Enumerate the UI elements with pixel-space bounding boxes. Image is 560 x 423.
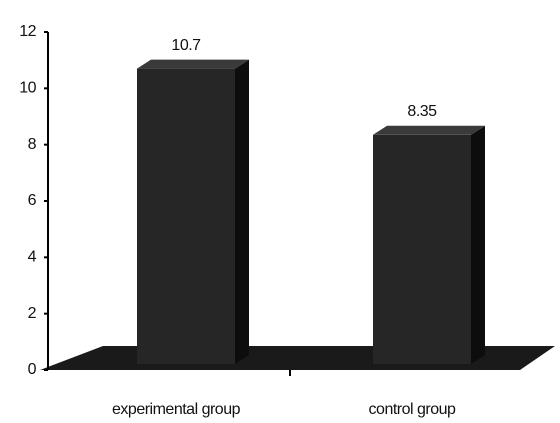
bar (137, 69, 235, 364)
y-tick-label: 12 (19, 23, 36, 40)
bar-top (137, 60, 249, 69)
bar-side (235, 60, 249, 364)
y-tick-label: 6 (28, 192, 37, 209)
value-label: 10.7 (171, 37, 201, 54)
y-tick-label: 8 (28, 136, 37, 153)
x-tick-label: control group (369, 401, 456, 418)
y-tick-label: 2 (28, 305, 37, 322)
chart: 0 2 4 6 8 10 12 10.7 experimental group 8.35 contr… (0, 0, 560, 423)
page: 0 2 4 6 8 10 12 10.7 experimental group 8.35 contr… (0, 0, 560, 423)
bar (373, 135, 471, 364)
x-tick-label: experimental group (112, 401, 241, 418)
y-tick-label: 10 (19, 80, 36, 97)
y-tick-label: 0 (28, 361, 37, 378)
y-tick-label: 4 (28, 249, 37, 266)
value-label: 8.35 (407, 103, 437, 120)
bar-top (373, 126, 485, 135)
bar-side (471, 126, 485, 364)
